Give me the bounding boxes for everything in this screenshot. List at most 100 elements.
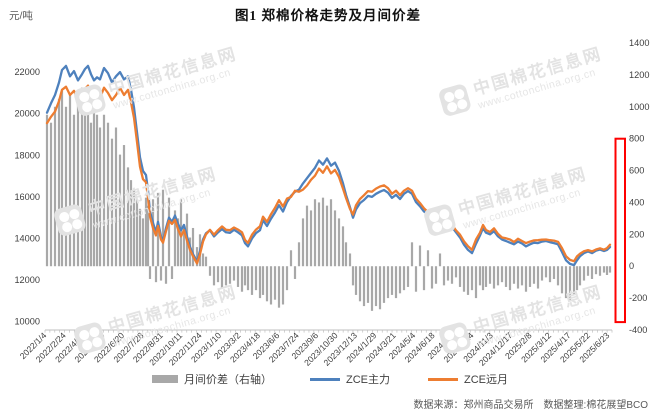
spread-bar [265,266,269,302]
spread-bar [208,266,212,276]
spread-bar [277,266,281,308]
spread-bar [191,227,195,267]
zce-far-line [45,84,612,265]
left-axis-tick-label: 10000 [14,317,40,327]
spread-bar [362,266,366,307]
spread-bar [273,266,277,300]
spread-bar [60,90,64,267]
spread-bar [572,266,576,295]
right-axis-tick-label: 0 [629,261,634,271]
spread-bar [586,266,590,276]
left-axis-tick-label: 12000 [14,275,40,285]
legend-item-zce-main: ZCE主力 [310,371,390,387]
spread-bar [64,106,68,267]
spread-bar [434,266,438,284]
spread-bar [608,266,612,273]
spread-bar [129,180,133,267]
spread-bar [354,266,358,295]
spread-bar [289,250,293,267]
spread-bar [159,266,163,281]
spread-bar [446,266,450,281]
spread-bar [344,242,348,267]
spread-bar [442,266,446,286]
spread-bar [348,253,352,267]
right-axis-tick-label: 1000 [629,102,649,112]
spread-bar [406,266,410,287]
spread-bars [45,87,612,311]
data-source-note: 数据来源：郑州商品交易所 数据整理:棉花展望BCO [413,400,648,411]
right-axis-tick-label: 800 [629,134,644,144]
x-axis [44,329,613,333]
legend-item-spread: 月间价差（右轴） [152,371,272,387]
legend-label: 月间价差（右轴） [184,374,272,386]
spread-bar [106,122,110,267]
spread-bar [293,266,297,279]
spread-bar [422,266,426,291]
spread-bar [524,266,528,292]
spread-bar [333,210,337,267]
spread-bar [86,109,90,267]
legend-label: ZCE远月 [464,374,508,386]
right-axis-tick-label: -200 [629,293,647,303]
spread-bar [536,266,540,289]
left-axis-unit-label: 元/吨 [9,10,33,22]
spread-bar [246,266,250,291]
spread-bar [540,266,544,281]
spread-bar [164,266,168,284]
spread-bar [53,106,57,267]
spread-bar [504,266,508,287]
legend-label: ZCE主力 [346,374,390,386]
left-axis-tick-label: 20000 [14,109,40,119]
right-axis-tick-label: 200 [629,229,644,239]
spread-bar [496,266,500,286]
spread-bar [556,266,560,286]
spread-bar [512,266,516,284]
spread-bar [484,266,488,287]
spread-bar [232,266,236,281]
spread-bar [309,210,313,267]
spread-bar [374,266,378,307]
spread-bar [224,266,228,286]
spread-bar [366,266,370,303]
spread-bar [470,266,474,291]
spread-bar [402,266,406,291]
spread-bar [144,197,148,267]
spread-bar [568,266,572,302]
spread-bar [516,266,520,289]
spread-bar [337,218,341,267]
spread-bar [532,266,536,284]
spread-bar [297,242,301,267]
spread-bar [201,253,205,267]
far-line-swatch-icon [428,377,458,381]
spread-bar [430,266,434,289]
spread-bar [182,226,186,267]
spread-bar [98,127,102,267]
spread-bar [138,208,142,267]
spread-bar [141,218,145,267]
spread-bar [528,266,532,287]
spread-bar [478,266,482,286]
spread-bar [305,205,309,267]
spread-bar [560,266,564,294]
spread-bar [146,205,150,267]
main-line-swatch-icon [310,377,340,381]
spread-bar [598,266,602,276]
spread-bar [548,266,552,283]
spread-bar [240,266,244,292]
spread-bar [49,122,53,267]
spread-bar [414,266,418,292]
spread-bar [151,199,155,267]
spread-bar [575,266,579,291]
spread-bar [578,266,582,286]
left-axis-tick-label: 22000 [14,67,40,77]
spread-bar [605,266,609,275]
spread-bar [195,247,199,267]
spread-bar [426,250,430,267]
spread-bar [341,226,345,267]
spread-bar [132,189,136,267]
left-axis-tick-label: 14000 [14,233,40,243]
spread-bar [57,98,61,267]
spread-bar [410,242,414,267]
spread-bar [382,266,386,303]
